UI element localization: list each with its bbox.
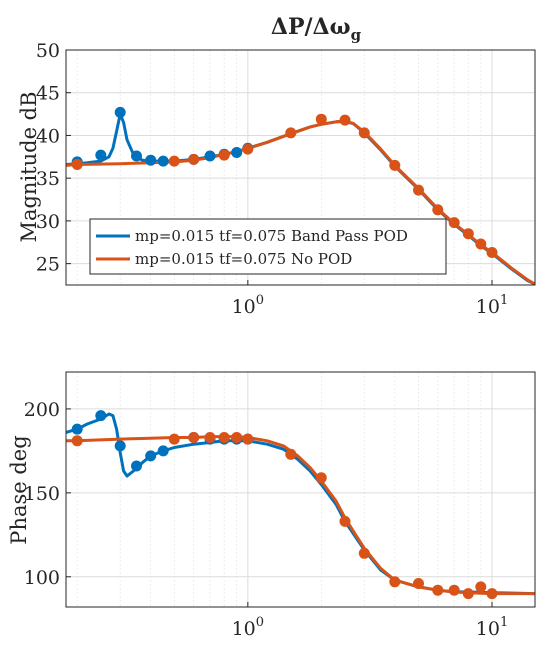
magnitude-x-ticks: 100 101: [232, 280, 508, 318]
phase-series: [66, 410, 535, 600]
series-point-1: [204, 432, 216, 443]
series-point-0: [114, 106, 126, 118]
series-point-1: [168, 155, 180, 167]
legend-label-1: mp=0.015 tf=0.075 No POD: [135, 250, 352, 268]
series-point-0: [204, 150, 216, 162]
phase-grid: [66, 372, 535, 607]
y-tick-label: 25: [36, 254, 60, 276]
legend-entry-1: mp=0.015 tf=0.075 No POD: [96, 250, 352, 268]
series-point-1: [432, 584, 444, 596]
legend-box: [89, 218, 447, 275]
series-line-1: [66, 435, 535, 596]
phase-ylabel: Phase deg: [7, 435, 31, 544]
series-point-1: [413, 184, 424, 196]
y-tick-label: 45: [36, 83, 60, 105]
phase-y-ticks: 100 150 200: [24, 399, 71, 589]
legend-label-0: mp=0.015 tf=0.075 Band Pass POD: [135, 227, 408, 245]
series-point-1: [475, 581, 487, 593]
series-point-1: [413, 578, 424, 589]
series-point-1: [218, 432, 230, 443]
series-point-0: [145, 154, 157, 166]
y-tick-label: 150: [24, 483, 60, 505]
chart-title-subscript: g: [351, 26, 362, 44]
series-point-1: [315, 472, 327, 484]
legend: mp=0.015 tf=0.075 Band Pass POD mp=0.015…: [89, 218, 447, 275]
series-point-1: [486, 247, 498, 258]
series-point-1: [486, 588, 498, 600]
series-point-0: [71, 423, 83, 435]
series-point-1: [231, 432, 243, 443]
series-point-1: [168, 433, 180, 445]
magnitude-y-ticks: 25 30 35 40 45 50: [36, 40, 71, 276]
y-tick-label: 100: [24, 567, 60, 589]
y-tick-label: 50: [36, 40, 60, 62]
y-tick-label: 40: [36, 125, 60, 147]
y-tick-label: 200: [24, 399, 60, 421]
series-point-0: [157, 445, 169, 457]
series-point-0: [95, 410, 107, 422]
series-point-0: [95, 149, 107, 161]
magnitude-axes-box: [65, 49, 536, 286]
series-point-1: [389, 576, 401, 588]
y-tick-label: 30: [36, 211, 60, 233]
series-point-1: [218, 149, 230, 161]
phase-panel: 100 150 200 100 101 Phase deg: [7, 371, 536, 640]
series-point-0: [231, 147, 243, 158]
y-tick-label: 35: [36, 168, 60, 190]
series-point-1: [285, 448, 297, 460]
x-tick-label: 101: [476, 615, 508, 640]
series-point-1: [448, 217, 460, 229]
series-point-1: [188, 153, 200, 165]
series-point-1: [242, 143, 254, 155]
series-point-1: [475, 238, 487, 250]
magnitude-series: [66, 106, 535, 285]
series-point-1: [71, 159, 83, 170]
magnitude-ylabel: Magnitude dB: [17, 91, 41, 242]
x-tick-label: 100: [232, 293, 264, 318]
series-point-0: [131, 150, 142, 162]
series-point-1: [448, 584, 460, 596]
phase-axes-box: [65, 371, 536, 608]
series-point-1: [71, 435, 83, 447]
series-point-1: [358, 127, 370, 139]
series-point-1: [315, 113, 327, 125]
series-point-1: [242, 433, 254, 445]
magnitude-panel: 25 30 35 40 45 50 100 101 Magnitude dB mp=0.01…: [17, 40, 536, 318]
series-point-1: [432, 204, 444, 216]
series-point-0: [131, 460, 142, 472]
series-point-1: [188, 432, 200, 443]
series-point-1: [462, 588, 474, 600]
series-point-0: [157, 155, 169, 167]
chart-title: ΔP/Δωg: [271, 14, 362, 44]
x-tick-label: 100: [232, 615, 264, 640]
series-line-0: [66, 412, 535, 596]
series-line-1: [66, 119, 535, 285]
series-point-0: [145, 450, 157, 462]
series-point-0: [114, 440, 126, 452]
series-point-1: [285, 127, 297, 139]
chart-title-main: ΔP/Δω: [271, 14, 351, 40]
series-point-1: [339, 114, 351, 126]
x-tick-label: 101: [476, 293, 508, 318]
series-point-1: [462, 228, 474, 240]
series-point-1: [358, 547, 370, 559]
series-point-1: [339, 515, 351, 527]
series-point-1: [389, 159, 401, 171]
legend-entry-0: mp=0.015 tf=0.075 Band Pass POD: [96, 227, 408, 245]
phase-x-ticks: 100 101: [232, 602, 508, 640]
